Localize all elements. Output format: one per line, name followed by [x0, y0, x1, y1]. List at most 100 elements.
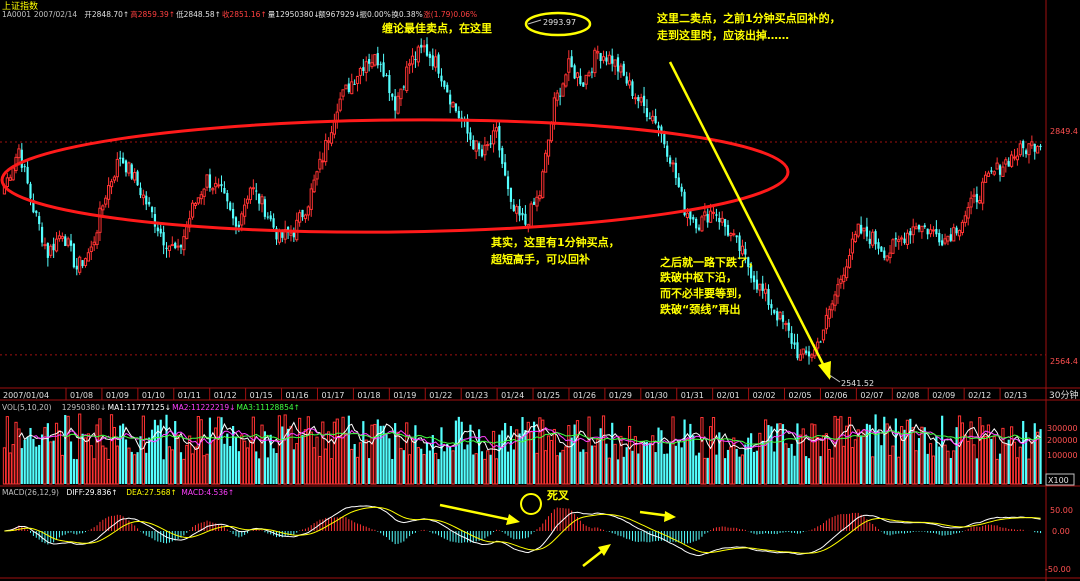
volume-bar: [133, 454, 137, 485]
volume-bar: [165, 414, 168, 484]
candle: [601, 50, 606, 64]
volume-bar: [755, 450, 759, 484]
date-label-26: 02/12: [968, 391, 991, 400]
volume-bar: [504, 422, 507, 484]
volume-bar: [532, 421, 536, 484]
candle: [938, 229, 941, 246]
candle: [231, 202, 235, 226]
vol-legend-item-4: MA3:11128854↑: [237, 403, 300, 412]
volume-bar: [286, 428, 290, 484]
candle: [46, 242, 49, 267]
volume-bar: [258, 458, 261, 484]
candle: [275, 226, 278, 245]
macd-arrow-1-head: [506, 514, 520, 525]
candle: [506, 170, 510, 196]
macd-legend: MACD(26,12,9) DIFF:29.836↑ DEA:27.568↑ MACD…: [2, 488, 234, 497]
volume-bar: [605, 443, 608, 484]
volume-bar: [182, 458, 186, 485]
candle: [883, 247, 886, 261]
volume-bar: [43, 427, 47, 485]
volume-bar: [633, 436, 637, 485]
candle: [903, 232, 906, 245]
volume-bar: [816, 437, 820, 485]
candle: [666, 140, 669, 162]
volume-bar: [931, 455, 936, 485]
candle: [593, 47, 597, 78]
volume-bar: [943, 444, 947, 485]
volume-bar: [669, 441, 672, 484]
volume-bar: [888, 454, 892, 485]
annotation-second-sell: 这里二卖点，之前1分钟买点回补的， 走到这里时，应该出掉……: [656, 11, 841, 42]
candle: [616, 53, 620, 80]
candle: [217, 178, 221, 189]
volume-bar: [909, 418, 912, 484]
volume-bar: [941, 415, 944, 484]
volume-bar: [827, 448, 831, 485]
candle: [150, 205, 154, 218]
candle: [127, 161, 131, 177]
candle: [223, 181, 226, 194]
candle: [584, 74, 588, 90]
volume-bar: [720, 438, 724, 485]
candle: [446, 82, 449, 93]
volume-bar: [645, 441, 649, 484]
candle: [990, 166, 993, 174]
candle: [498, 122, 501, 158]
volume-bar: [561, 449, 565, 485]
volume-bar: [95, 424, 99, 485]
date-label-27: 02/13: [1004, 391, 1027, 400]
candle: [396, 92, 400, 115]
candle: [613, 59, 617, 76]
vol-legend-item-2: MA1:11777125↓: [108, 403, 171, 412]
candle: [639, 93, 643, 106]
volume-bar: [521, 417, 524, 484]
candle: [20, 143, 23, 173]
volume-bar: [431, 435, 434, 484]
volume-bar: [555, 455, 559, 485]
candle: [64, 234, 67, 247]
volume-bar: [663, 453, 666, 484]
candle: [443, 80, 446, 90]
candle: [755, 270, 759, 293]
chart-title: 上证指数: [2, 0, 38, 12]
volume-bar: [217, 416, 221, 485]
candle: [122, 152, 125, 164]
volume-bar: [960, 422, 965, 485]
candle: [182, 229, 186, 256]
volume-bar: [385, 433, 388, 484]
candle: [821, 329, 826, 344]
annotation-top-text: 缠论最佳卖点，在这里: [382, 21, 492, 35]
ohlc-item-7: 额967929↓: [318, 9, 360, 19]
candle: [8, 174, 12, 182]
volume-bar: [26, 436, 29, 484]
candle: [243, 198, 247, 225]
candle: [104, 195, 108, 208]
macd-label-50: 50.00: [1050, 506, 1073, 515]
annotation-second-line2: 走到这里时，应该出掉……: [656, 28, 789, 42]
candle: [926, 228, 929, 240]
candle: [590, 67, 594, 79]
volume-bar: [176, 434, 180, 485]
volume-bar: [199, 419, 203, 485]
candle: [81, 259, 84, 269]
volume-bar: [584, 452, 588, 485]
volume-bar: [998, 453, 1002, 484]
candle: [49, 244, 53, 259]
candle: [579, 68, 582, 86]
volume-bar: [582, 449, 585, 484]
volume-bar: [109, 414, 114, 485]
candle: [1022, 139, 1025, 157]
date-label-5: 01/12: [214, 391, 237, 400]
volume-bar: [170, 449, 174, 485]
volume-bar: [136, 452, 139, 484]
candle: [255, 183, 258, 201]
volume-bar: [190, 453, 195, 485]
volume-bar: [162, 459, 165, 484]
volume-bar: [697, 452, 701, 484]
candle: [289, 225, 293, 242]
candle: [306, 205, 310, 221]
volume-bar: [229, 445, 232, 484]
candle: [344, 84, 348, 90]
candle: [805, 346, 808, 356]
volume-bar: [159, 419, 162, 484]
